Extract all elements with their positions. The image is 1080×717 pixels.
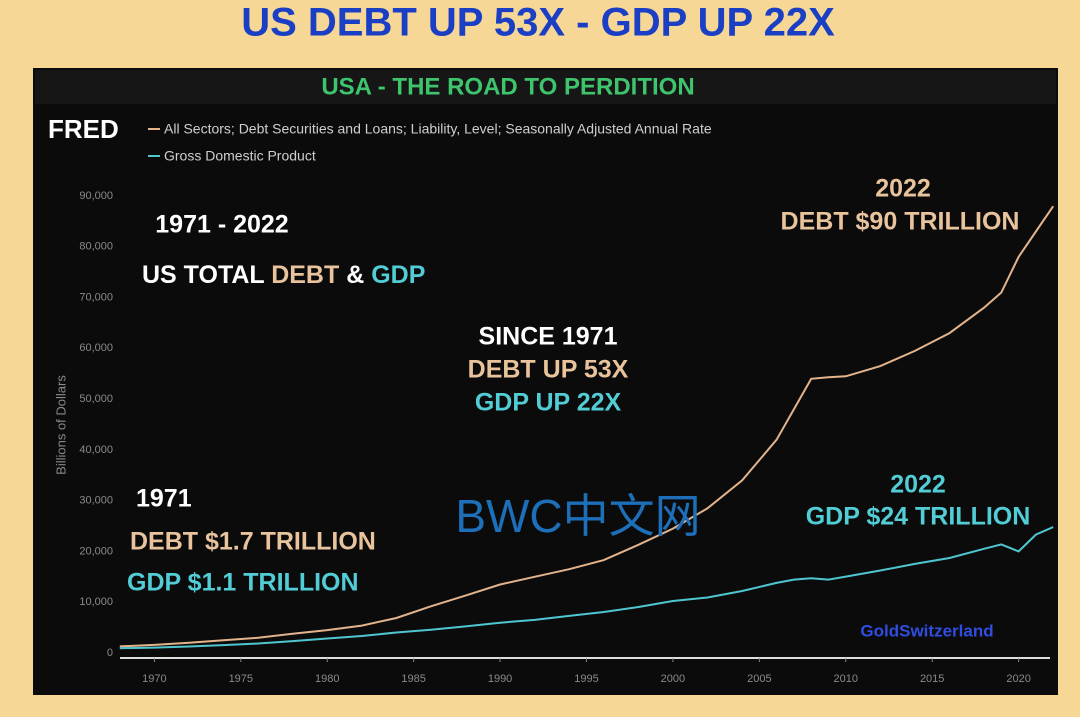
y-tick-label: 90,000 [79, 190, 113, 202]
annotation: DEBT $1.7 TRILLION [130, 528, 376, 556]
series-line [119, 526, 1054, 650]
chart-panel [33, 68, 1058, 695]
y-axis-label: Billions of Dollars [53, 375, 68, 475]
x-tick-label: 2010 [834, 673, 858, 685]
annotation: 2022 [890, 471, 946, 499]
y-tick-label: 20,000 [79, 545, 113, 557]
y-tick-label: 40,000 [79, 444, 113, 456]
annotation-part: US TOTAL [142, 261, 271, 289]
y-tick-label: 70,000 [79, 291, 113, 303]
x-tick-label: 2000 [661, 673, 685, 685]
x-tick-label: 1995 [574, 673, 598, 685]
annotation: GDP $1.1 TRILLION [127, 569, 359, 597]
y-tick-label: 60,000 [79, 342, 113, 354]
x-tick-label: 2020 [1006, 673, 1030, 685]
annotation: DEBT UP 53X [468, 356, 629, 384]
annotation: DEBT $90 TRILLION [781, 208, 1020, 236]
series-line [119, 205, 1055, 648]
annotation: US TOTAL DEBT & GDP [142, 261, 425, 289]
annotation: 1971 - 2022 [155, 211, 288, 239]
chart-title: USA - THE ROAD TO PERDITION [321, 73, 694, 100]
annotation-part: & [339, 261, 371, 289]
annotation-part: GDP [371, 261, 425, 289]
watermark: BWC中文网 [455, 490, 700, 542]
y-tick-label: 30,000 [79, 495, 113, 507]
page-title: US DEBT UP 53X - GDP UP 22X [241, 1, 835, 45]
legend-label: Gross Domestic Product [164, 148, 316, 164]
x-tick-label: 1990 [488, 673, 512, 685]
y-tick-label: 50,000 [79, 393, 113, 405]
y-tick-label: 80,000 [79, 241, 113, 253]
annotation: 1971 [136, 485, 192, 513]
legend-label: All Sectors; Debt Securities and Loans; … [164, 121, 712, 137]
x-tick-label: 2005 [747, 673, 771, 685]
x-tick-label: 1980 [315, 673, 339, 685]
x-tick-label: 1970 [142, 673, 166, 685]
x-tick-label: 1975 [229, 673, 253, 685]
annotation: GDP $24 TRILLION [806, 503, 1031, 531]
source: GoldSwitzerland [860, 621, 993, 640]
annotation: GDP UP 22X [475, 389, 622, 417]
title-band [35, 70, 1056, 104]
plot: 0 10,000 20,000 30,000 40,000 50,000 60,000 70,… [79, 190, 1055, 685]
annotation-part: DEBT [271, 261, 339, 289]
logo: FRED [48, 114, 119, 144]
annotation: 2022 [875, 175, 931, 203]
x-tick-label: 1985 [401, 673, 425, 685]
y-tick-label: 10,000 [79, 596, 113, 608]
y-tick-label: 0 [107, 647, 113, 659]
x-tick-label: 2015 [920, 673, 944, 685]
annotation: SINCE 1971 [479, 323, 618, 351]
